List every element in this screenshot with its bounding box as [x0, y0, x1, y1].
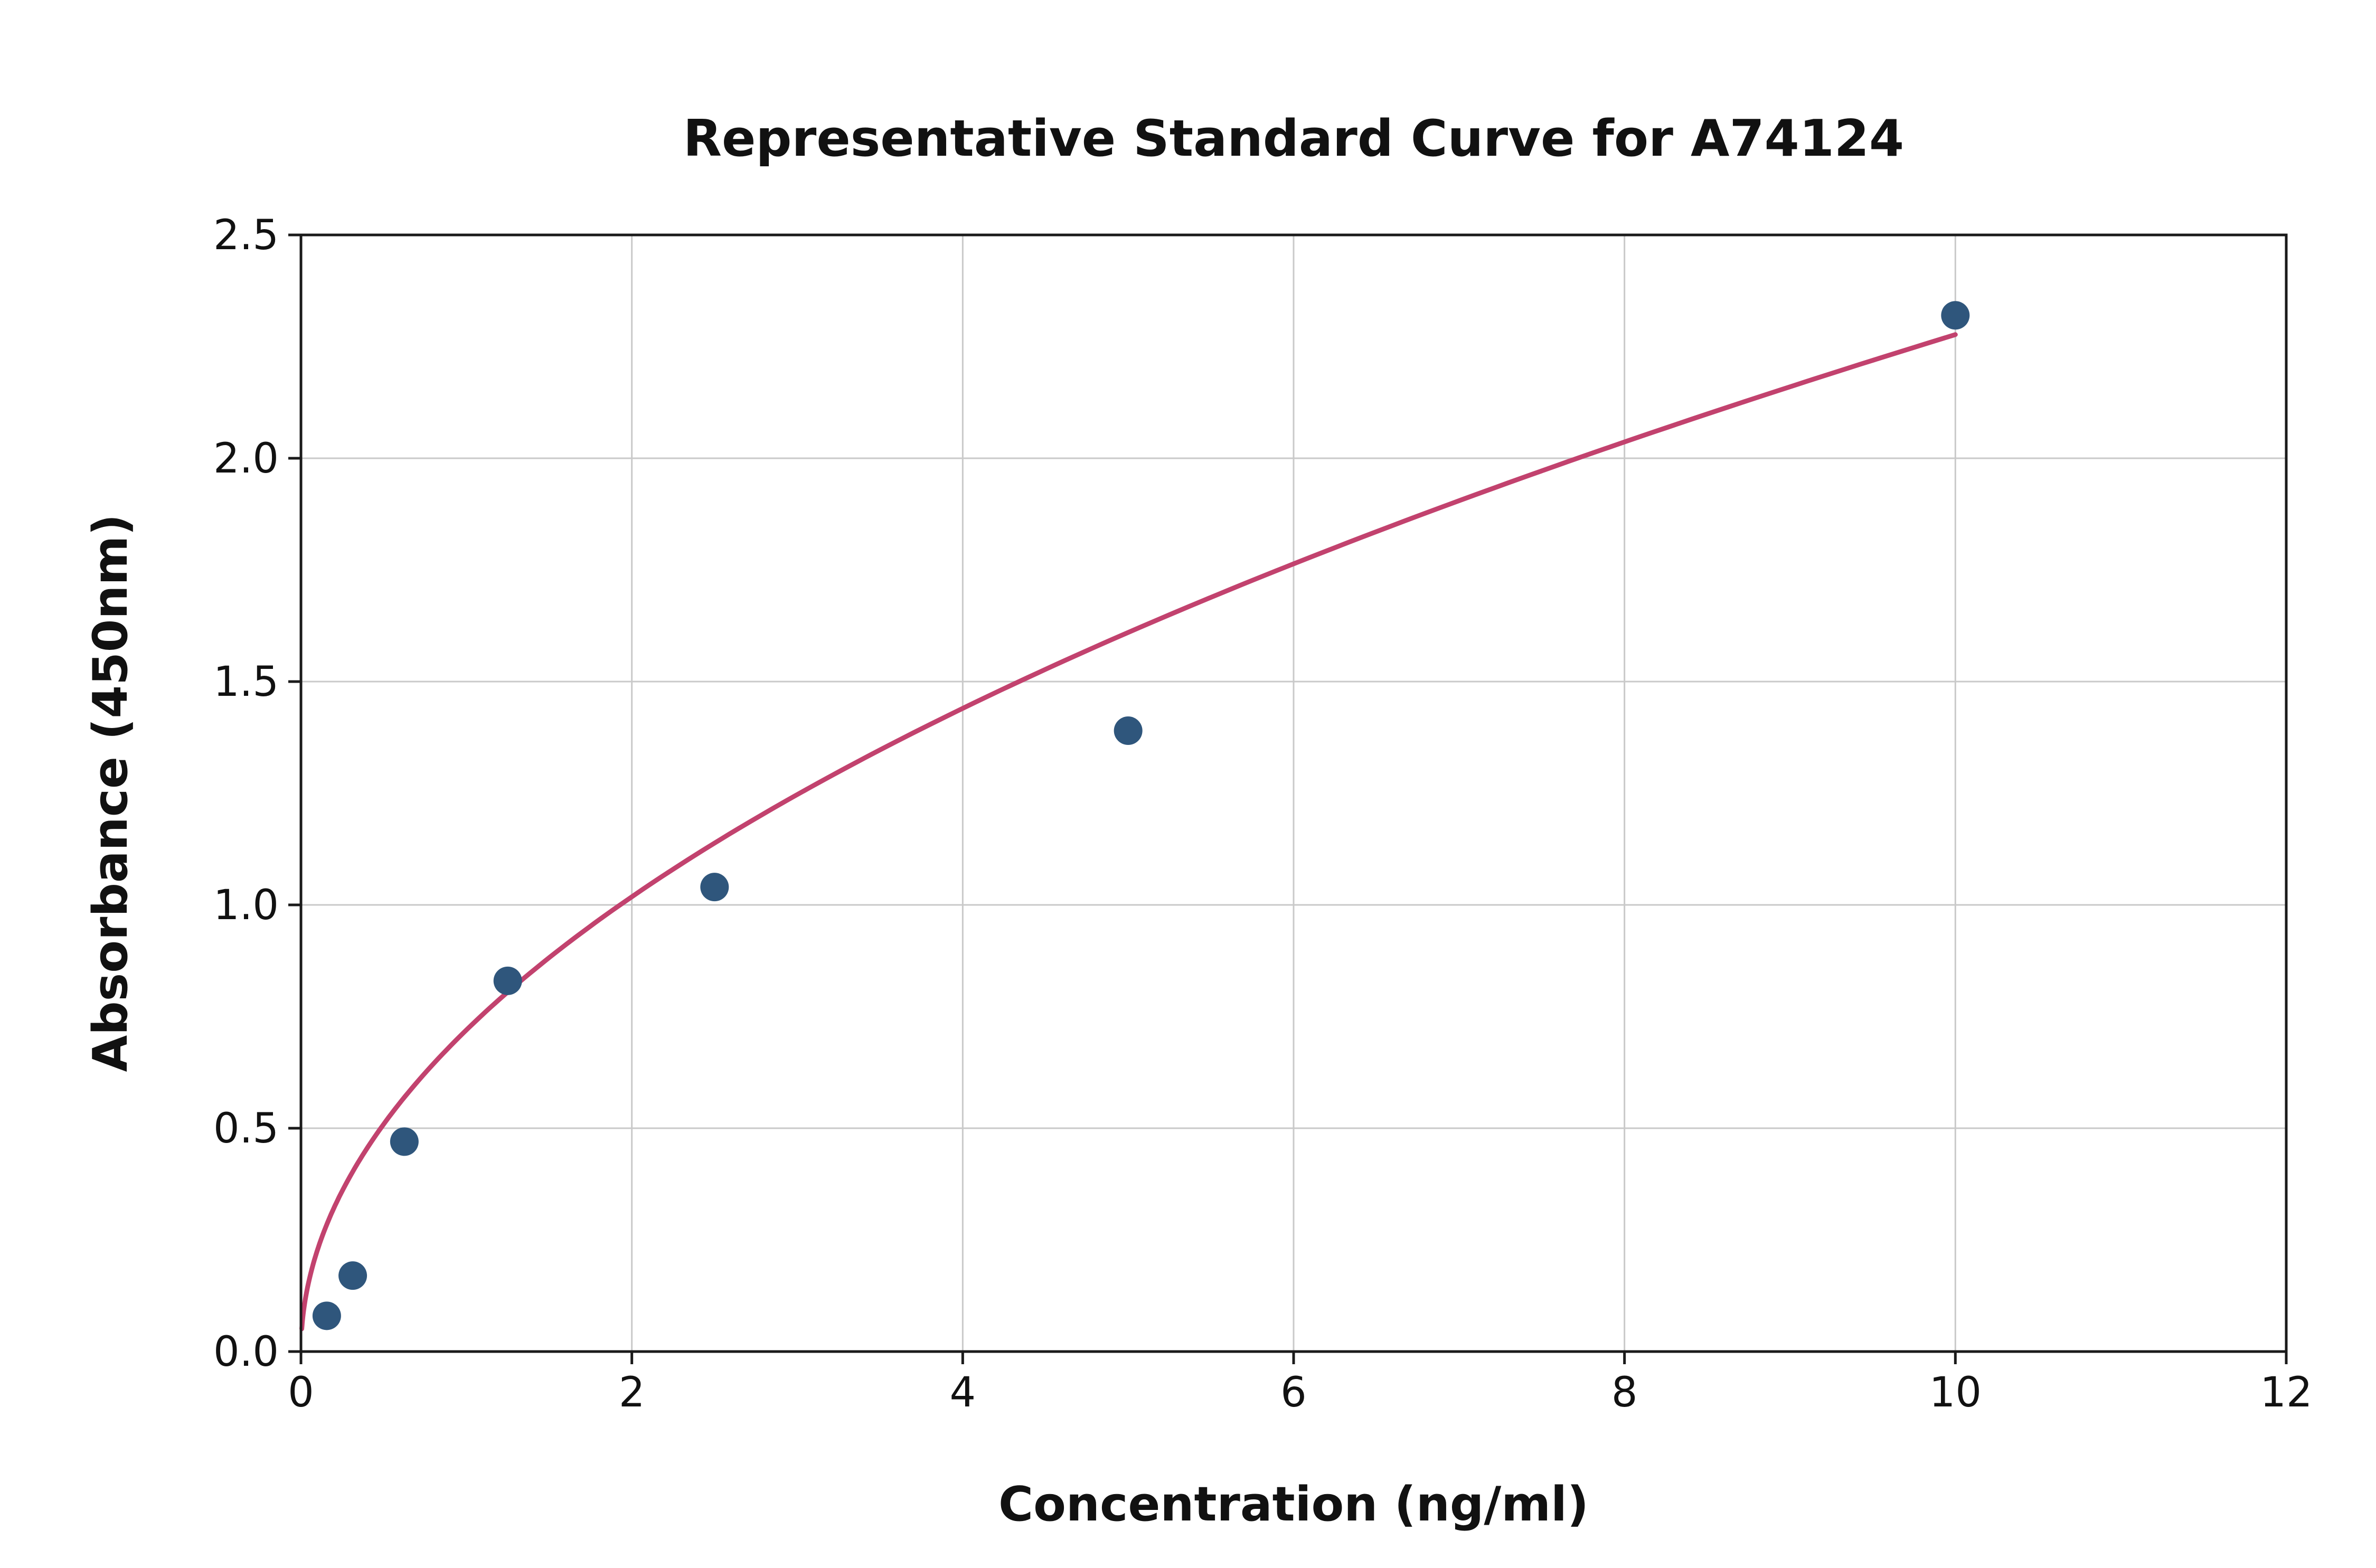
x-tick-label: 12 — [2260, 1369, 2312, 1416]
x-tick-label: 10 — [1929, 1369, 1982, 1416]
data-layer — [299, 301, 1970, 1331]
data-point — [1114, 716, 1143, 745]
axes-layer: 0 2 4 6 8 10 12 0.0 0.5 1.0 1.5 2.0 2.5 — [213, 212, 2313, 1416]
x-axis-label: Concentration (ng/ml) — [998, 1477, 1589, 1532]
chart-title: Representative Standard Curve for A74124 — [683, 110, 1904, 168]
x-tick-label: 2 — [619, 1369, 645, 1416]
data-point — [390, 1127, 419, 1156]
x-tick-label: 4 — [950, 1369, 976, 1416]
x-tick-label: 6 — [1280, 1369, 1307, 1416]
data-point — [700, 873, 729, 902]
fit-curve — [299, 332, 1958, 1331]
x-tick-label: 0 — [288, 1369, 314, 1416]
x-tick-label: 8 — [1611, 1369, 1638, 1416]
y-tick-label: 0.0 — [213, 1328, 279, 1376]
data-point — [1941, 301, 1970, 330]
data-point — [493, 966, 522, 995]
y-axis-label: Absorbance (450nm) — [83, 514, 138, 1072]
y-tick-label: 1.5 — [213, 658, 279, 706]
y-tick-label: 1.0 — [213, 882, 279, 929]
data-point — [312, 1301, 341, 1330]
y-tick-label: 2.0 — [213, 435, 279, 483]
data-point — [338, 1261, 367, 1290]
y-tick-label: 2.5 — [213, 212, 279, 259]
grid-layer — [300, 234, 2287, 1353]
y-tick-label: 0.5 — [213, 1105, 279, 1153]
